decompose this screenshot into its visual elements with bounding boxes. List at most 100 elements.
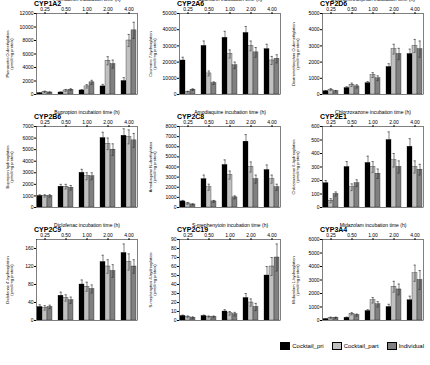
svg-text:3000: 3000 — [22, 169, 33, 175]
svg-text:160: 160 — [25, 245, 34, 251]
svg-text:7000: 7000 — [165, 133, 176, 139]
svg-text:500: 500 — [311, 137, 320, 143]
svg-text:4000: 4000 — [308, 26, 319, 32]
svg-text:4.00: 4.00 — [124, 232, 134, 238]
svg-text:200: 200 — [311, 177, 320, 183]
svg-text:0.25: 0.25 — [40, 6, 50, 12]
svg-text:80: 80 — [171, 245, 177, 251]
svg-text:Chlorzoxazone incubation time: Chlorzoxazone incubation time (h) — [335, 109, 411, 115]
svg-text:0.50: 0.50 — [347, 6, 357, 12]
svg-text:20: 20 — [171, 299, 177, 305]
svg-text:1000: 1000 — [165, 194, 176, 200]
svg-text:S-mephenytoin 4-hydroxylation(: S-mephenytoin 4-hydroxylation(pmol/mg pr… — [148, 252, 157, 307]
svg-text:0: 0 — [317, 91, 320, 97]
svg-text:1.00: 1.00 — [82, 119, 92, 125]
svg-text:2.00: 2.00 — [103, 232, 113, 238]
svg-text:Midazolam incubation time (h): Midazolam incubation time (h) — [340, 222, 407, 228]
svg-text:1.00: 1.00 — [368, 119, 378, 125]
svg-text:1000: 1000 — [22, 193, 33, 199]
svg-text:4000: 4000 — [308, 263, 319, 269]
svg-text:Phenacetin O-deethylation(pmol: Phenacetin O-deethylation(pmol/mg protei… — [5, 30, 14, 77]
svg-text:5000: 5000 — [308, 250, 319, 256]
svg-text:80: 80 — [28, 281, 34, 287]
svg-text:5000: 5000 — [165, 153, 176, 159]
svg-text:0.25: 0.25 — [40, 119, 50, 125]
svg-text:2.00: 2.00 — [103, 6, 113, 12]
svg-text:3000: 3000 — [308, 43, 319, 49]
svg-text:10000: 10000 — [163, 75, 177, 81]
svg-text:Midazolam 1-hydroxylation(pmol: Midazolam 1-hydroxylation(pmol/mg protei… — [291, 256, 300, 304]
svg-text:4.00: 4.00 — [267, 6, 277, 12]
svg-text:8000: 8000 — [165, 123, 176, 129]
svg-text:1.00: 1.00 — [225, 119, 235, 125]
svg-text:2000: 2000 — [22, 78, 33, 84]
svg-text:S-mephenytoin incubation time: S-mephenytoin incubation time (h) — [192, 222, 268, 228]
svg-text:4.00: 4.00 — [124, 119, 134, 125]
svg-text:40: 40 — [28, 299, 34, 305]
svg-text:2.00: 2.00 — [389, 232, 399, 238]
svg-text:1.00: 1.00 — [225, 6, 235, 12]
svg-text:50: 50 — [171, 272, 177, 278]
svg-text:Bupropion incubation time (h): Bupropion incubation time (h) — [54, 109, 120, 115]
svg-text:70: 70 — [171, 254, 177, 260]
svg-text:100: 100 — [311, 191, 320, 197]
svg-text:Diclofenac 4'-hydroxylation(pm: Diclofenac 4'-hydroxylation(pmol/mg prot… — [5, 256, 14, 304]
svg-text:10: 10 — [171, 308, 177, 314]
svg-text:4.00: 4.00 — [410, 232, 420, 238]
svg-text:4000: 4000 — [165, 164, 176, 170]
svg-text:Phenacetin incubation time (h): Phenacetin incubation time (h) — [53, 0, 121, 2]
svg-text:4.00: 4.00 — [410, 119, 420, 125]
svg-text:1.00: 1.00 — [225, 232, 235, 238]
svg-text:Chlorzoxazone 6-hydroxylation(: Chlorzoxazone 6-hydroxylation(pmol/mg pr… — [291, 140, 300, 195]
svg-text:0.50: 0.50 — [204, 6, 214, 12]
svg-text:0.25: 0.25 — [183, 6, 193, 12]
svg-text:10000: 10000 — [20, 24, 34, 30]
svg-text:0.50: 0.50 — [61, 119, 71, 125]
svg-text:Amodiaquine N-deethylation(pmo: Amodiaquine N-deethylation(pmol/mg prote… — [148, 142, 157, 192]
svg-text:0: 0 — [317, 317, 320, 323]
svg-text:Bupropion hydroxylation(pmol/m: Bupropion hydroxylation(pmol/mg protein) — [5, 146, 14, 189]
svg-text:4000: 4000 — [22, 158, 33, 164]
svg-text:6000: 6000 — [165, 143, 176, 149]
svg-text:120: 120 — [25, 263, 34, 269]
svg-text:20000: 20000 — [163, 59, 177, 65]
svg-text:0.50: 0.50 — [204, 232, 214, 238]
svg-text:2000: 2000 — [308, 59, 319, 65]
svg-text:6000: 6000 — [22, 135, 33, 141]
svg-text:400: 400 — [311, 150, 320, 156]
svg-text:0.25: 0.25 — [326, 6, 336, 12]
svg-text:0: 0 — [317, 204, 320, 210]
svg-text:0.50: 0.50 — [347, 232, 357, 238]
svg-text:0.25: 0.25 — [326, 232, 336, 238]
svg-text:0: 0 — [174, 91, 177, 97]
svg-text:0.25: 0.25 — [183, 119, 193, 125]
svg-text:0.50: 0.50 — [347, 119, 357, 125]
svg-text:90: 90 — [171, 236, 177, 242]
svg-text:1000: 1000 — [308, 75, 319, 81]
svg-text:4.00: 4.00 — [124, 6, 134, 12]
svg-text:3000: 3000 — [308, 277, 319, 283]
svg-text:1000: 1000 — [308, 304, 319, 310]
svg-text:0: 0 — [31, 317, 34, 323]
svg-text:4000: 4000 — [22, 64, 33, 70]
svg-text:0.50: 0.50 — [61, 232, 71, 238]
svg-text:0.50: 0.50 — [204, 119, 214, 125]
svg-text:0: 0 — [174, 204, 177, 210]
svg-text:2.00: 2.00 — [389, 119, 399, 125]
svg-text:Coumarin incubation time (h): Coumarin incubation time (h) — [198, 0, 263, 2]
svg-text:60: 60 — [171, 263, 177, 269]
svg-text:0.50: 0.50 — [61, 6, 71, 12]
svg-text:50000: 50000 — [163, 10, 177, 16]
svg-text:30: 30 — [171, 290, 177, 296]
svg-text:0.25: 0.25 — [40, 232, 50, 238]
svg-text:2.00: 2.00 — [389, 6, 399, 12]
svg-text:5000: 5000 — [22, 146, 33, 152]
svg-text:5000: 5000 — [308, 10, 319, 16]
svg-text:600: 600 — [311, 123, 320, 129]
svg-text:Amodiaquine incubation time (h: Amodiaquine incubation time (h) — [194, 109, 266, 115]
svg-text:Dextromethorphan incubation ti: Dextromethorphan incubation time (h) — [331, 0, 415, 2]
svg-text:Coumarin 7-hydroxylation(pmol/: Coumarin 7-hydroxylation(pmol/mg protein… — [148, 31, 157, 77]
svg-text:8000: 8000 — [22, 37, 33, 43]
svg-text:0.25: 0.25 — [326, 119, 336, 125]
svg-text:1.00: 1.00 — [368, 232, 378, 238]
